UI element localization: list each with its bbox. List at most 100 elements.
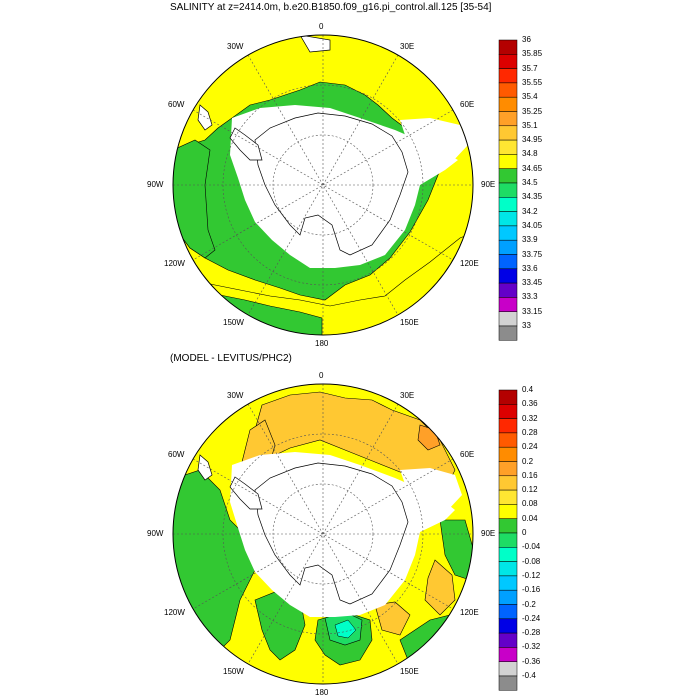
colorbar-swatch: [498, 282, 518, 298]
lon-label-60w-bottom: 60W: [168, 450, 185, 459]
colorbar-tick-label: 0.04: [522, 513, 538, 523]
colorbar-swatch: [498, 197, 518, 212]
colorbar-bottom: [498, 389, 518, 691]
colorbar-swatch: [498, 446, 518, 462]
colorbar-swatch: [498, 661, 518, 677]
colorbar-tick-label: 0.28: [522, 427, 538, 437]
south-america-tip-bottom: [197, 454, 213, 481]
graticule: [173, 35, 473, 335]
lon-label-120e: 120E: [460, 259, 479, 268]
colorbar-swatch: [498, 268, 518, 284]
antarctic-peninsula: [229, 127, 263, 161]
colorbar-swatch: [498, 547, 518, 562]
colorbar-swatch: [498, 139, 518, 155]
salinity-map: [172, 34, 474, 336]
antarctic-peninsula-bottom: [229, 476, 263, 510]
lon-label-150w: 150W: [223, 318, 244, 327]
lon-label-0-bottom: 0: [319, 371, 324, 380]
antarctica-outline: [254, 112, 409, 256]
colorbar-swatch: [498, 154, 518, 169]
colorbar-swatch: [498, 311, 518, 327]
colorbar-tick-label: 34.95: [522, 135, 543, 145]
colorbar-tick-label: 0.2: [522, 456, 534, 466]
colorbar-tick-label: -0.04: [522, 542, 541, 552]
lon-label-150e-bottom: 150E: [400, 667, 419, 676]
colorbar-swatch: [498, 418, 518, 434]
lon-label-60e-bottom: 60E: [460, 450, 475, 459]
colorbar-tick-label: 0.36: [522, 399, 538, 409]
lon-label-180: 180: [315, 339, 329, 348]
lon-label-60w: 60W: [168, 100, 185, 109]
colorbar-tick-label: 34.5: [522, 178, 538, 187]
map-border: [172, 34, 474, 336]
colorbar-swatch: [498, 589, 518, 605]
colorbar-tick-label: 34.05: [522, 220, 543, 230]
colorbar-swatch: [498, 82, 518, 98]
colorbar-tick-label: -0.16: [522, 585, 541, 595]
lon-label-120e-bottom: 120E: [460, 608, 479, 617]
colorbar-swatch: [498, 561, 518, 577]
colorbar-tick-label: -0.4: [522, 671, 536, 680]
colorbar-tick-label: -0.36: [522, 656, 541, 666]
colorbar-swatch: [498, 432, 518, 448]
colorbar-tick-label: 33.6: [522, 263, 538, 273]
map-border-bottom: [172, 383, 474, 685]
colorbar-swatch: [498, 532, 518, 548]
lon-label-60e: 60E: [460, 100, 475, 109]
lon-label-180-bottom: 180: [315, 688, 329, 697]
south-america-tip: [197, 104, 213, 131]
colorbar-tick-label: 34.65: [522, 163, 543, 173]
colorbar-swatch: [498, 125, 518, 141]
colorbar-swatch: [498, 632, 518, 648]
lon-label-150w-bottom: 150W: [223, 667, 244, 676]
colorbar-tick-label: 33.15: [522, 306, 543, 316]
lon-label-120w: 120W: [164, 259, 185, 268]
diff-field-orange-east: [424, 559, 456, 616]
salinity-difference-map: [172, 383, 474, 685]
colorbar-swatch: [498, 504, 518, 519]
lon-label-90w: 90W: [147, 180, 164, 189]
colorbar-swatch: [498, 168, 518, 184]
colorbar-swatch: [498, 68, 518, 84]
colorbar-swatch: [498, 54, 518, 69]
colorbar-tick-label: -0.12: [522, 570, 541, 580]
colorbar-tick-label: 34.35: [522, 192, 543, 202]
colorbar-tick-label: 33.9: [522, 235, 538, 245]
colorbar-swatch: [498, 239, 518, 255]
colorbar-swatch: [498, 254, 518, 270]
colorbar-swatch: [498, 618, 518, 634]
colorbar-swatch: [498, 39, 518, 55]
colorbar-swatch: [498, 404, 518, 419]
graticule-bottom: [173, 384, 473, 684]
lon-label-120w-bottom: 120W: [164, 608, 185, 617]
colorbar-tick-label: 33.75: [522, 249, 543, 259]
diff-field-aqua: [334, 619, 357, 639]
lon-label-0: 0: [319, 22, 324, 31]
colorbar-swatch: [498, 518, 518, 534]
colorbar-tick-label: 35.7: [522, 63, 538, 73]
colorbar-tick-label: 33: [522, 321, 531, 330]
lon-label-90e-bottom: 90E: [481, 529, 496, 538]
colorbar-tick-label: -0.24: [522, 613, 541, 623]
africa-tip: [299, 35, 331, 53]
colorbar-tick-label: 35.25: [522, 106, 543, 116]
colorbar-swatch: [498, 604, 518, 620]
colorbar-tick-label: -0.2: [522, 599, 536, 609]
colorbar-swatch: [498, 182, 518, 198]
colorbar-swatch: [498, 575, 518, 591]
lon-label-30w: 30W: [227, 42, 244, 51]
colorbar-tick-label: 34.2: [522, 206, 538, 216]
colorbar-swatch: [498, 96, 518, 112]
bottom-panel-title: (MODEL - LEVITUS/PHC2): [170, 353, 292, 364]
colorbar-tick-label: 0: [522, 528, 527, 537]
colorbar-tick-label: 0.24: [522, 442, 538, 452]
lon-label-90e: 90E: [481, 180, 496, 189]
colorbar-tick-label: 35.55: [522, 77, 543, 87]
colorbar-tick-label: -0.08: [522, 556, 541, 566]
colorbar-swatch: [498, 647, 518, 662]
colorbar-swatch: [498, 297, 518, 312]
colorbar-swatch: [498, 111, 518, 127]
colorbar-swatch: [498, 675, 518, 691]
